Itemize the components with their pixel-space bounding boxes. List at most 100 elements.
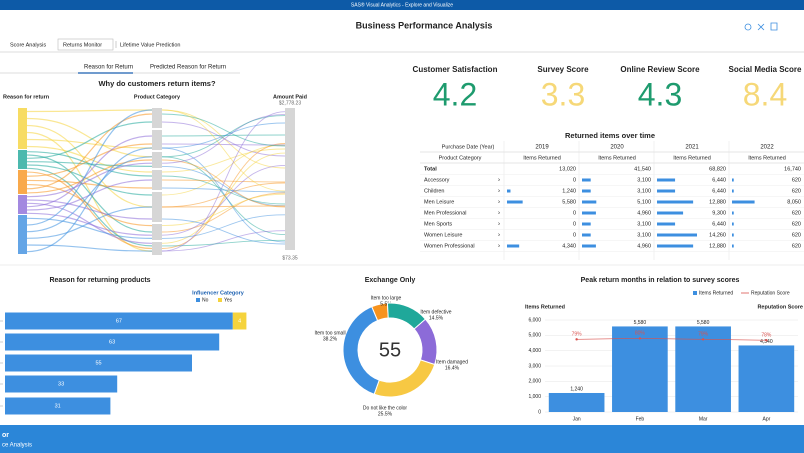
cell-value: 12,880: [709, 199, 726, 205]
sankey-flow: [26, 199, 153, 220]
sankey-flow: [26, 143, 153, 177]
sankey-node: [152, 224, 162, 240]
cell-value: 620: [792, 243, 801, 249]
bar: [612, 326, 668, 412]
sankey-flow: [26, 121, 153, 159]
sankey-flow: [161, 239, 286, 247]
line: [576, 338, 767, 341]
sankey-flow: [26, 147, 153, 253]
y-tick-label: 1,000: [528, 394, 541, 400]
cell-value: 0: [573, 210, 576, 216]
row-label: Total: [424, 166, 437, 172]
bar: [5, 397, 111, 415]
app-bar: [0, 0, 804, 10]
bar-label: 63: [109, 339, 115, 345]
legend-label: Items Returned: [699, 290, 733, 296]
cell-bar: [732, 178, 734, 182]
sankey-node: [285, 108, 295, 250]
row-label: Men Professional: [424, 210, 467, 216]
info-icon[interactable]: [744, 23, 752, 31]
year-header: 2019: [535, 145, 549, 151]
bar-label: 31: [55, 403, 61, 409]
donut-slice: [413, 318, 438, 366]
bar: [5, 312, 233, 330]
tab[interactable]: Score Analysis: [10, 42, 46, 48]
sankey-flow: [161, 205, 286, 208]
app-title: SAS® Visual Analytics - Explore and Visu…: [351, 1, 453, 8]
subtab[interactable]: Predicted Reason for Return: [150, 65, 226, 71]
slice-label: Item damaged: [436, 359, 468, 365]
measure-header: Items Returned: [673, 155, 711, 161]
menu-icon[interactable]: [770, 22, 778, 31]
line-point: [765, 339, 768, 342]
cell-bar: [582, 222, 591, 226]
report-title: Business Performance Analysis: [356, 20, 493, 30]
y-tick-label: 6,000: [528, 317, 541, 323]
toolbar-icons: [744, 22, 778, 31]
sankey-flow: [161, 122, 286, 149]
cell-bar: [657, 211, 684, 215]
column-dim: Purchase Date (Year): [442, 144, 495, 150]
sankey-flow: [161, 152, 286, 244]
sankey-flow: [26, 131, 153, 252]
line-label: 79%: [572, 332, 583, 338]
cell-value: 6,440: [712, 188, 726, 194]
cell-value: 5,100: [637, 199, 651, 205]
sankey-flow: [161, 111, 286, 252]
cell-bar: [657, 189, 676, 193]
cell-bar: [732, 222, 734, 226]
footer-title: or: [2, 432, 9, 439]
sankey-flow: [161, 179, 286, 183]
slice-label: Do not like the color: [363, 405, 408, 411]
combo-title: Peak return months in relation to survey…: [581, 277, 740, 284]
sankey-node: [18, 170, 27, 194]
slice-value: 5.5%: [380, 301, 392, 307]
cell-bar: [582, 178, 591, 182]
tab[interactable]: Returns Monitor: [63, 42, 102, 48]
cell-value: 16,740: [784, 166, 801, 172]
sankey-flow: [26, 138, 153, 149]
tab[interactable]: Lifetime Value Prediction: [120, 42, 180, 48]
cell-value: 8,050: [787, 199, 801, 205]
cell-bar: [582, 189, 591, 193]
bar: [232, 312, 247, 330]
cell-value: 1,240: [562, 188, 576, 194]
cell-value: 4,960: [637, 210, 651, 216]
sankey-title: Why do customers return items?: [98, 79, 216, 88]
cell-value: 3,100: [637, 221, 651, 227]
kpi-label: Social Media Score: [729, 65, 802, 74]
cell-bar: [732, 233, 734, 237]
line-label: 80%: [635, 331, 646, 337]
cell-bar: [732, 211, 734, 215]
bar-title: Reason for returning products: [49, 277, 150, 284]
line-point: [638, 337, 642, 340]
expand-icon[interactable]: [757, 23, 765, 31]
cell-value: 3,100: [637, 232, 651, 238]
cell-value: 620: [792, 221, 801, 227]
sankey-axis: Amount Paid: [273, 94, 307, 100]
bar: [548, 392, 605, 412]
y-tick-label: 0: [538, 409, 541, 415]
sankey-max: $2,778.23: [279, 100, 301, 106]
row-dim: Product Category: [439, 155, 482, 161]
sankey-flow: [26, 167, 153, 247]
sankey-flow: [161, 214, 286, 239]
sankey-flow: [161, 109, 286, 192]
x-tick-label: Jan: [573, 416, 581, 422]
sankey-flow: [26, 179, 153, 189]
sankey-flow: [161, 230, 286, 252]
cell-bar: [732, 189, 734, 193]
sankey-node: [18, 215, 27, 254]
donut-slice: [373, 359, 436, 398]
subtab[interactable]: Reason for Return: [84, 65, 133, 71]
bar-label: 5,580: [697, 320, 710, 326]
sankey-flow: [161, 113, 286, 147]
bar: [5, 354, 192, 372]
sankey-axis: Reason for return: [3, 94, 50, 100]
year-header: 2020: [610, 145, 624, 151]
x-tick-label: Apr: [762, 416, 770, 422]
cell-value: 4,960: [637, 243, 651, 249]
cell-value: 0: [573, 221, 576, 227]
line-point: [701, 338, 705, 341]
sankey-flow: [26, 145, 153, 173]
